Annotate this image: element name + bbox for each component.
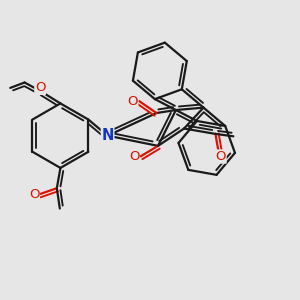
Text: O: O bbox=[35, 81, 45, 94]
Text: O: O bbox=[29, 188, 39, 201]
Text: N: N bbox=[101, 128, 114, 143]
Text: O: O bbox=[216, 150, 226, 163]
Text: O: O bbox=[128, 94, 138, 108]
Text: O: O bbox=[129, 150, 139, 163]
